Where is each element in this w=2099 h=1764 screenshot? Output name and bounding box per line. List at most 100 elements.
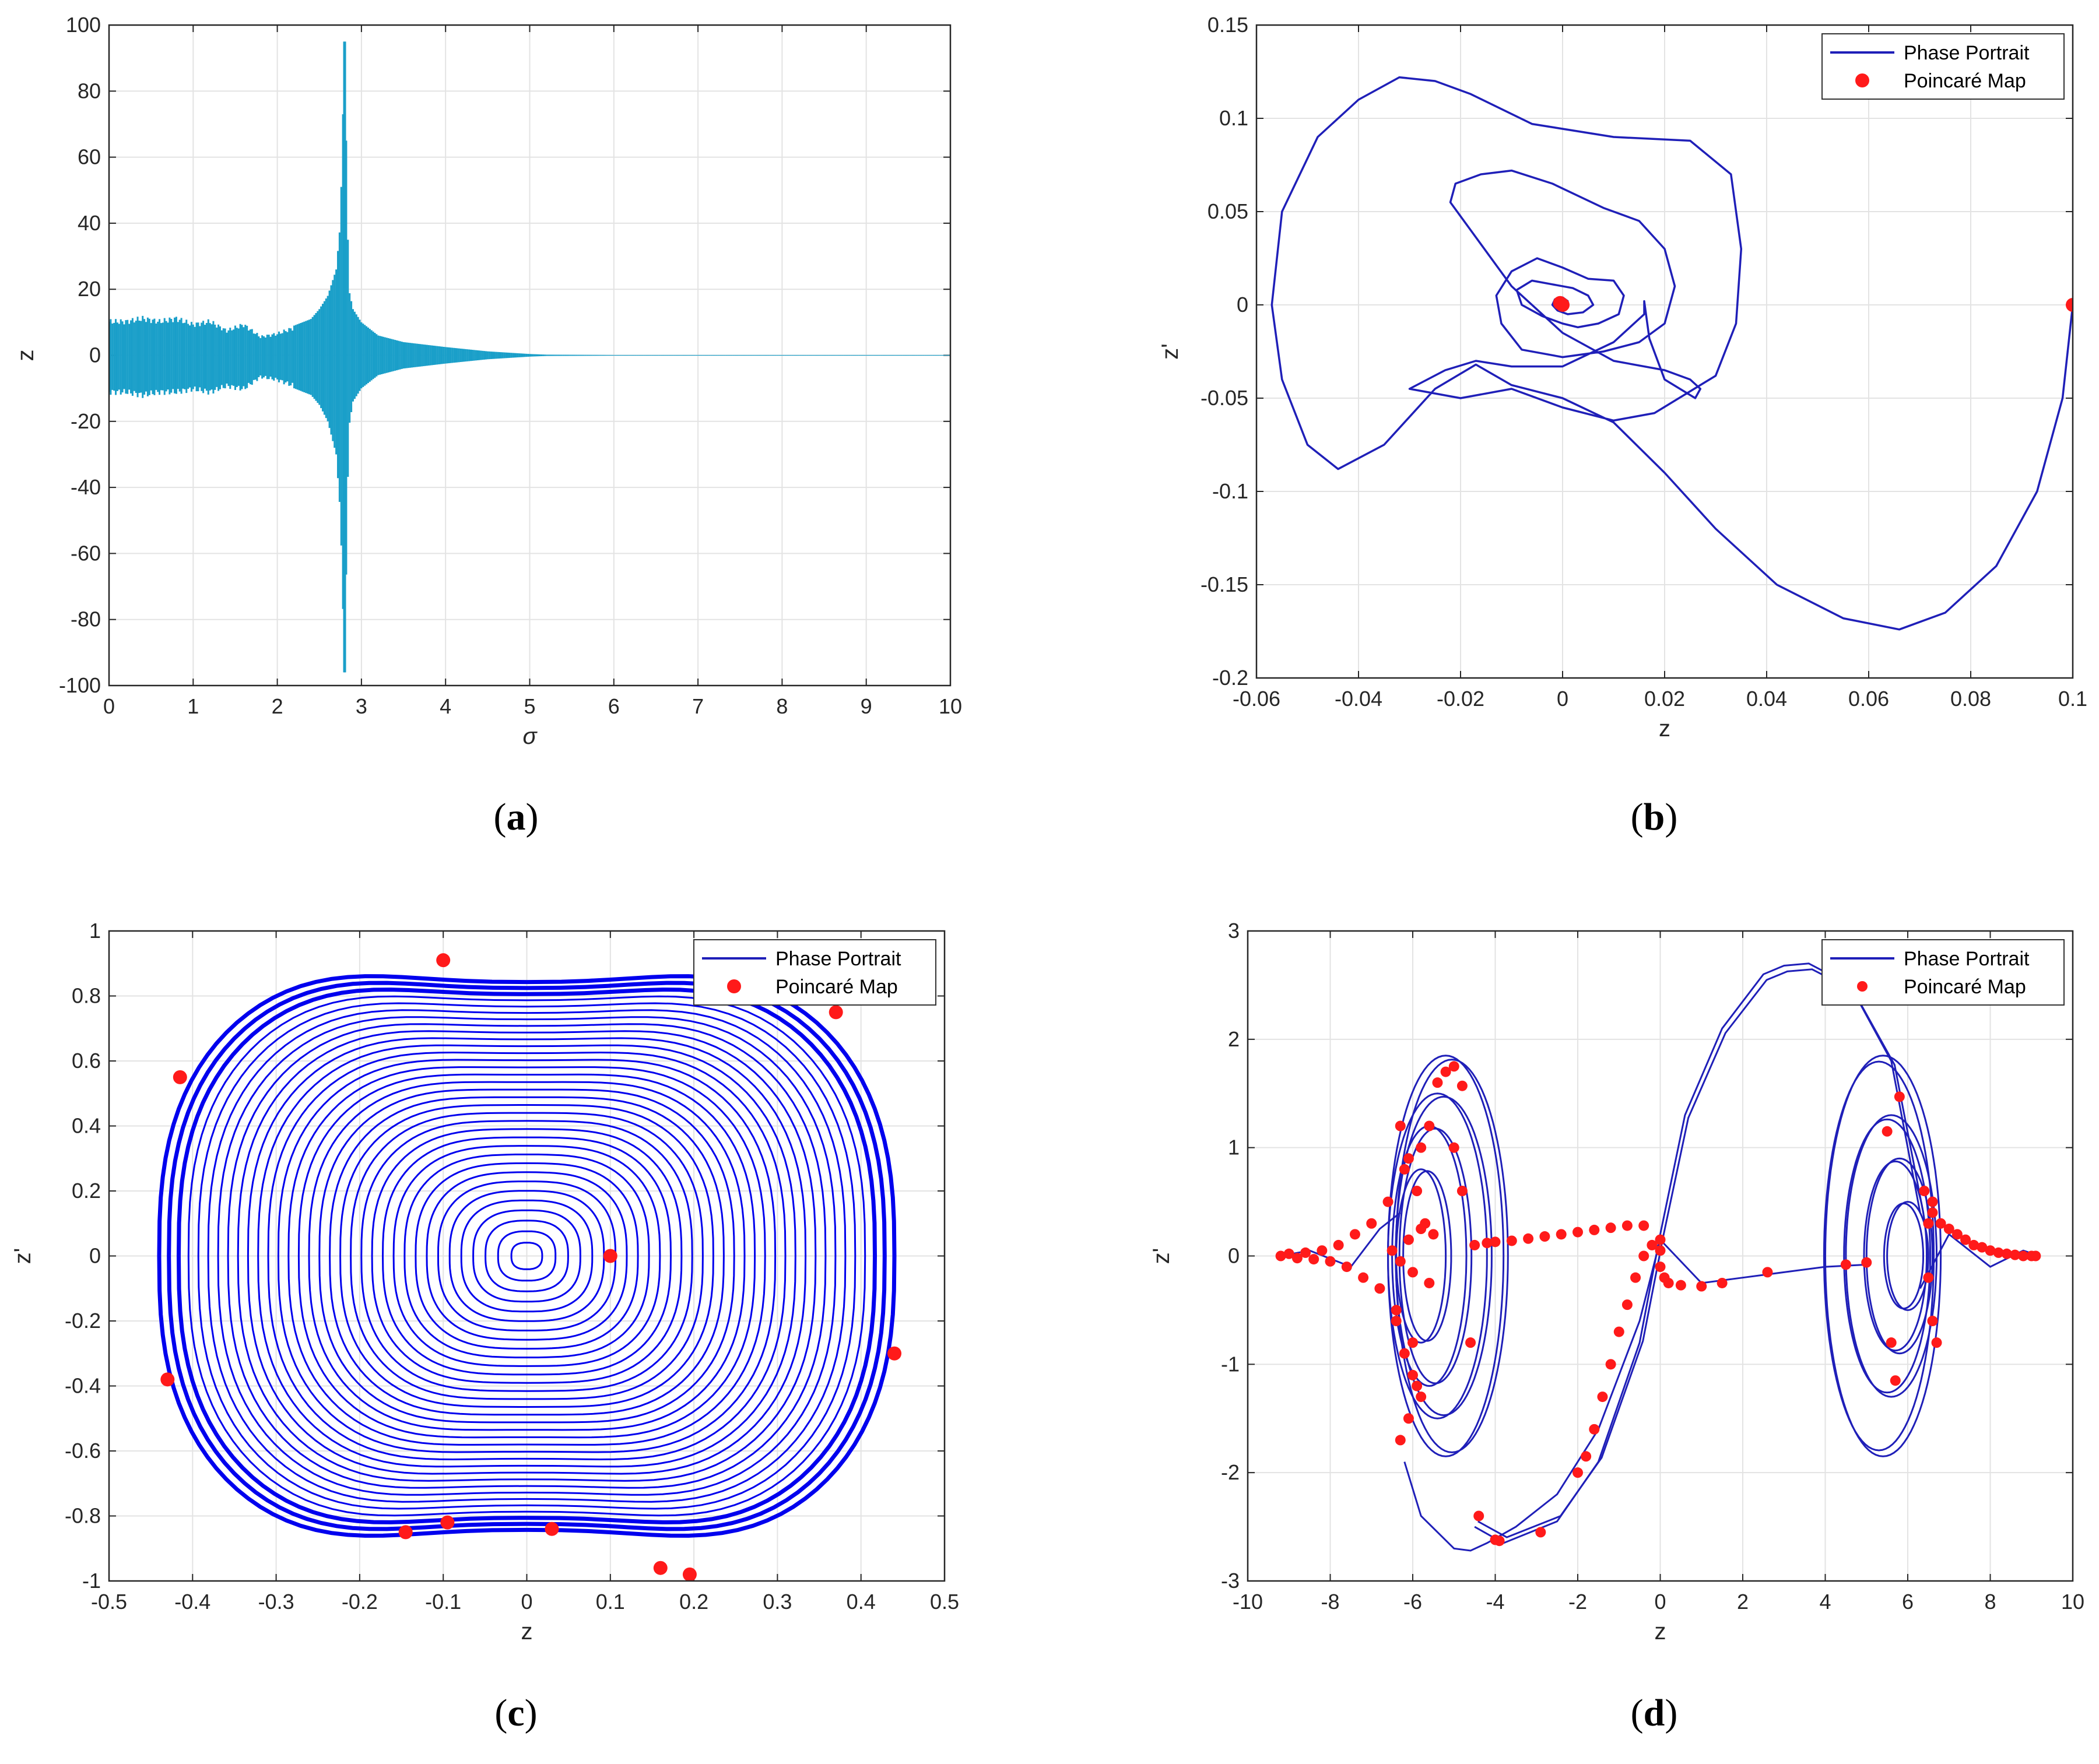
poincare-point [1490,1236,1501,1248]
x-tick-label: -0.2 [342,1590,378,1614]
poincare-point [1613,1326,1624,1337]
phase-orbit [472,1209,581,1303]
caption-open: ( [494,796,507,838]
poincare-point [1448,1061,1459,1072]
x-tick-label: -6 [1403,1590,1422,1614]
axes-box [108,930,946,1582]
legend: Phase Portrait Poincaré Map [1821,939,2065,1006]
y-tick-label: 0.4 [72,1114,101,1138]
poincare-point [1890,1375,1901,1386]
x-tick-label: 8 [776,694,788,718]
phase-orbit [460,1199,594,1313]
panel-caption: (d) [1631,1692,1678,1734]
poincare-point [1382,1196,1394,1207]
caption-open: ( [1631,1692,1644,1734]
poincare-point [1605,1359,1616,1370]
y-tick-label: -20 [71,409,101,433]
axes-box [108,24,952,687]
y-tick-label: -0.1 [1212,479,1248,503]
x-tick-label: 10 [939,694,962,718]
y-tick-label: 100 [66,13,101,37]
poincare-point [1291,1253,1303,1264]
series-bifurcation [109,41,950,673]
legend-entry-phase-portrait: Phase Portrait [1904,948,2030,970]
y-tick-label: -60 [71,541,101,565]
phase-orbit [381,1136,672,1376]
x-tick-label: 8 [1984,1590,1996,1614]
legend-entry-poincare-map: Poincaré Map [1904,70,2026,92]
series-poincare-map [1553,296,2073,312]
x-tick-label: 3 [356,694,367,718]
x-tick-label: 0.1 [2058,687,2087,711]
x-tick-label: -2 [1568,1590,1587,1614]
poincare-point [1412,1380,1423,1391]
poincare-point [1482,1238,1493,1249]
y-tick-label: 0.1 [1219,106,1248,130]
poincare-point [1456,1080,1468,1091]
chart-panel-c: -0.5 -0.4 -0.3 -0.2 -0.1 0 0.1 0.2 0.3 0.4 0.5 1 0.8… [10,919,959,1734]
phase-orbit [217,1016,837,1496]
poincare-point [1927,1207,1938,1218]
y-tick-label: 0 [89,343,101,367]
y-tick-label: 0 [1237,293,1248,317]
poincare-point [1428,1229,1439,1240]
plot-marks [1270,76,2073,631]
x-tick-label: 4 [440,694,451,718]
y-tick-label: 40 [78,211,101,235]
phase-orbit [267,1051,787,1461]
poincare-point [1589,1224,1600,1235]
x-tick-label: -4 [1486,1590,1504,1614]
poincare-point [1935,1218,1946,1229]
y-tick-label: -3 [1221,1569,1240,1593]
x-tick-label: 0.1 [596,1590,625,1614]
poincare-point [1349,1229,1360,1240]
y-tick-label: -0.6 [65,1439,101,1463]
poincare-point [1440,1066,1451,1077]
poincare-point [1403,1413,1414,1424]
caption-close: ) [525,1692,538,1734]
poincare-point [1553,296,1567,310]
poincare-point [1927,1196,1938,1207]
phase-orbit [371,1128,683,1384]
y-tick-label: 1 [89,919,101,943]
phase-orbit [403,1153,650,1359]
y-tick-label: -0.15 [1201,572,1248,596]
x-tick-label: 2 [1737,1590,1749,1614]
poincare-point [1638,1220,1649,1231]
phase-loop-right [1886,1201,1929,1311]
poincare-point [1861,1257,1872,1268]
poincare-point [545,1521,559,1536]
x-axis-label: σ [522,723,538,749]
legend-entry-poincare-map: Poincaré Map [1904,976,2026,998]
poincare-point [1308,1254,1319,1265]
y-tick-label: 80 [78,79,101,103]
poincare-point [1923,1218,1934,1229]
poincare-point [398,1525,413,1540]
caption-open: ( [1631,796,1644,838]
poincare-point [1556,1229,1567,1240]
poincare-point [2018,1250,2029,1261]
legend-entry-poincare-map: Poincaré Map [775,976,898,998]
phase-loop-left [1391,1125,1468,1387]
y-tick-label: 0.05 [1208,199,1248,223]
y-tick-label: -100 [59,673,101,697]
poincare-point [1465,1337,1476,1348]
y-tick-label: -0.8 [65,1504,101,1528]
poincare-point [1621,1299,1633,1310]
poincare-point [1597,1391,1608,1403]
poincare-point [1403,1234,1414,1245]
poincare-point [1886,1337,1897,1348]
y-tick-label: 2 [1228,1027,1240,1051]
phase-orbit [437,1180,617,1331]
y-tick-label: -40 [71,475,101,499]
poincare-point [1523,1233,1534,1244]
poincare-point [1358,1272,1369,1283]
axes-box [1247,930,2074,1582]
poincare-point [1717,1277,1728,1288]
poincare-point [1882,1126,1893,1137]
y-tick-label: -2 [1221,1460,1240,1484]
legend-box [1821,939,2065,1006]
poincare-point [1894,1091,1905,1102]
phase-orbit [415,1162,639,1350]
